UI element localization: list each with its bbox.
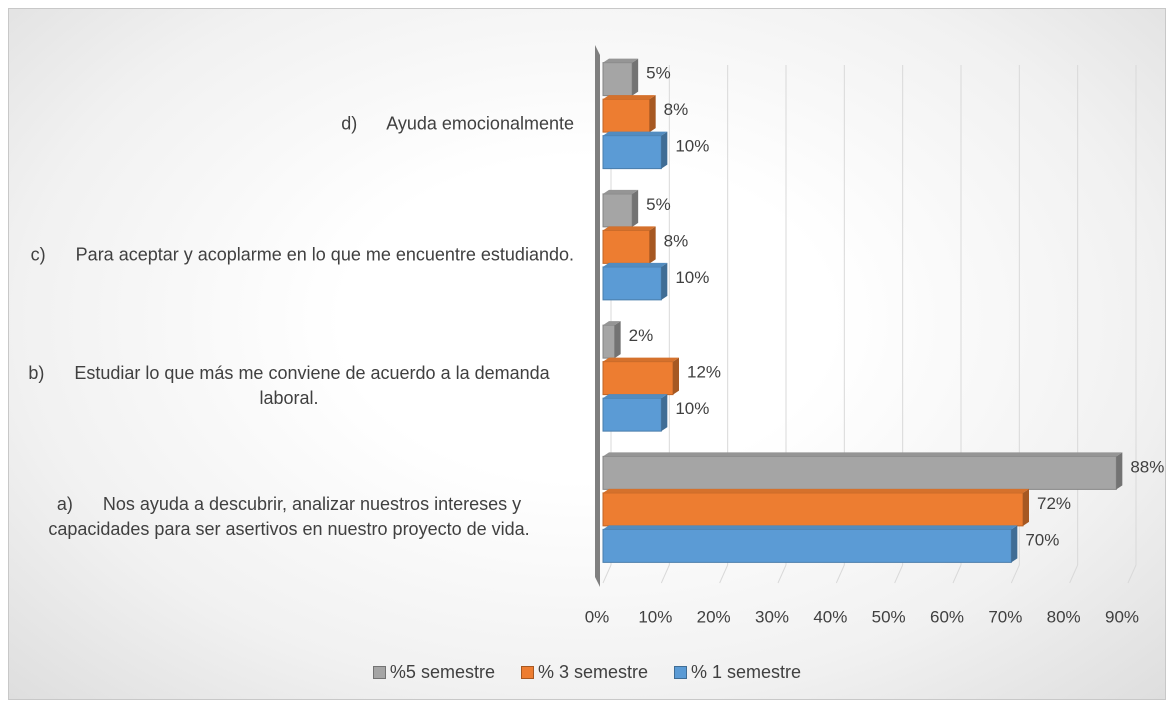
bar — [602, 193, 633, 228]
bar — [602, 455, 1117, 490]
bar — [602, 324, 616, 359]
bar-top — [603, 525, 1018, 530]
x-tick-label: 80% — [1047, 607, 1081, 626]
data-label: 12% — [687, 363, 721, 382]
category-label: c) Para aceptar y acoplarme en lo que me… — [30, 244, 574, 265]
category-label: b) Estudiar lo que más me conviene de ac… — [28, 363, 555, 409]
legend-item: %5 semestre — [372, 662, 495, 683]
x-tick-label: 10% — [638, 607, 672, 626]
category-label: a) Nos ayuda a descubrir, analizar nuest… — [48, 494, 530, 540]
legend-swatch — [372, 666, 386, 679]
bar-top — [603, 189, 639, 194]
bar-side — [632, 58, 639, 96]
chart-area — [8, 8, 1166, 700]
data-label: 70% — [1025, 530, 1059, 549]
bar — [602, 528, 1012, 563]
legend-label: %5 semestre — [389, 662, 495, 682]
bar-side — [1011, 525, 1018, 563]
legend-swatch — [520, 666, 534, 679]
bar-top — [603, 262, 668, 267]
bar-side — [649, 95, 656, 133]
bar-side — [614, 321, 621, 359]
bar-top — [603, 394, 668, 399]
data-label: 5% — [646, 195, 671, 214]
x-tick-label: 90% — [1105, 607, 1139, 626]
x-tick-label: 0% — [585, 607, 610, 626]
grid-floor — [719, 564, 729, 584]
x-tick-label: 20% — [697, 607, 731, 626]
bar-top — [603, 58, 639, 63]
x-tick-label: 30% — [755, 607, 789, 626]
grid-floor — [1010, 564, 1020, 584]
bar-top — [603, 95, 656, 100]
grid-floor — [952, 564, 962, 584]
data-label: 2% — [629, 326, 654, 345]
data-label: 10% — [675, 268, 709, 287]
grid-floor — [1127, 564, 1137, 584]
bar-side — [649, 226, 656, 264]
data-label: 88% — [1130, 457, 1164, 476]
bar-top — [603, 488, 1029, 493]
axis-wall — [595, 45, 600, 587]
data-label: 5% — [646, 64, 671, 83]
legend: %5 semestre % 3 semestre % 1 semestre — [0, 662, 1174, 683]
data-label: 72% — [1037, 494, 1071, 513]
bar-top — [603, 321, 621, 326]
bar-top — [603, 357, 679, 362]
x-tick-label: 70% — [988, 607, 1022, 626]
data-label: 10% — [675, 399, 709, 418]
bar-side — [632, 189, 639, 227]
legend-label: % 3 semestre — [537, 662, 649, 682]
bar — [602, 492, 1024, 527]
grid-floor — [835, 564, 845, 584]
bar — [602, 229, 651, 264]
grid-floor — [602, 564, 612, 584]
bar-side — [661, 262, 668, 300]
grid-floor — [894, 564, 904, 584]
bar-side — [1116, 452, 1123, 490]
bar-side — [673, 357, 679, 395]
bar-side — [661, 131, 668, 169]
bar-top — [603, 452, 1123, 457]
bar-side — [661, 394, 668, 432]
bar — [602, 397, 662, 432]
bar — [602, 135, 662, 170]
bar — [602, 266, 662, 301]
legend-swatch — [674, 666, 688, 679]
data-label: 10% — [675, 137, 709, 156]
bar-top — [603, 131, 668, 136]
legend-item: % 1 semestre — [674, 662, 801, 683]
data-label: 8% — [664, 100, 689, 119]
bar — [602, 361, 674, 396]
legend-label: % 1 semestre — [691, 662, 802, 682]
legend-item: % 3 semestre — [520, 662, 649, 683]
grid-floor — [660, 564, 670, 584]
category-label: d) Ayuda emocionalmente — [341, 113, 574, 134]
x-tick-label: 40% — [813, 607, 847, 626]
grid-floor — [1069, 564, 1079, 584]
bar — [602, 62, 633, 97]
data-label: 8% — [664, 231, 689, 250]
x-tick-label: 60% — [930, 607, 964, 626]
bar — [602, 98, 651, 133]
bar-top — [603, 226, 656, 231]
x-tick-label: 50% — [872, 607, 906, 626]
grid-floor — [777, 564, 787, 584]
bar-side — [1023, 488, 1029, 526]
